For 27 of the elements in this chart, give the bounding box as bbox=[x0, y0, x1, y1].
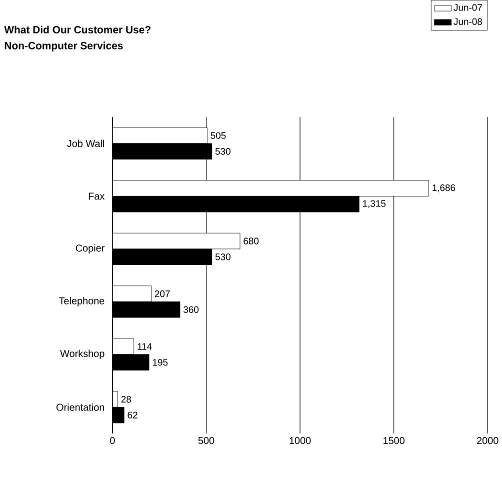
data-label: 680 bbox=[244, 238, 259, 244]
x-tick-label: 0 bbox=[110, 436, 115, 444]
data-label: 530 bbox=[215, 148, 230, 155]
y-tick-label: Fax bbox=[88, 192, 105, 200]
data-label: 1,686 bbox=[432, 184, 456, 192]
legend-label: Jun-08 bbox=[454, 18, 482, 25]
data-label: 505 bbox=[210, 132, 226, 139]
data-label: 114 bbox=[138, 343, 152, 350]
x-tick-label: 1000 bbox=[290, 436, 311, 444]
data-label: 207 bbox=[154, 290, 170, 297]
legend-label: Jun-07 bbox=[454, 4, 482, 11]
chart-subtitle: Non-Computer Services bbox=[4, 41, 123, 52]
data-label: 1,315 bbox=[363, 200, 386, 208]
y-tick-label: Orientation bbox=[56, 403, 104, 411]
data-label: 62 bbox=[128, 412, 138, 418]
x-tick-label: 500 bbox=[198, 436, 214, 444]
chart-title: What Did Our Customer Use? bbox=[4, 26, 150, 34]
data-label: 360 bbox=[184, 306, 199, 313]
y-tick-label: Telephone bbox=[58, 296, 104, 306]
y-tick-label: Job Wall bbox=[67, 140, 104, 147]
data-label: 530 bbox=[215, 253, 230, 260]
data-label: 28 bbox=[121, 396, 131, 402]
y-tick-label: Copier bbox=[76, 244, 105, 254]
x-tick-label: 1500 bbox=[384, 436, 405, 444]
x-tick-label: 2000 bbox=[477, 436, 498, 444]
y-tick-label: Workshop bbox=[60, 350, 104, 359]
data-label: 195 bbox=[152, 358, 168, 366]
